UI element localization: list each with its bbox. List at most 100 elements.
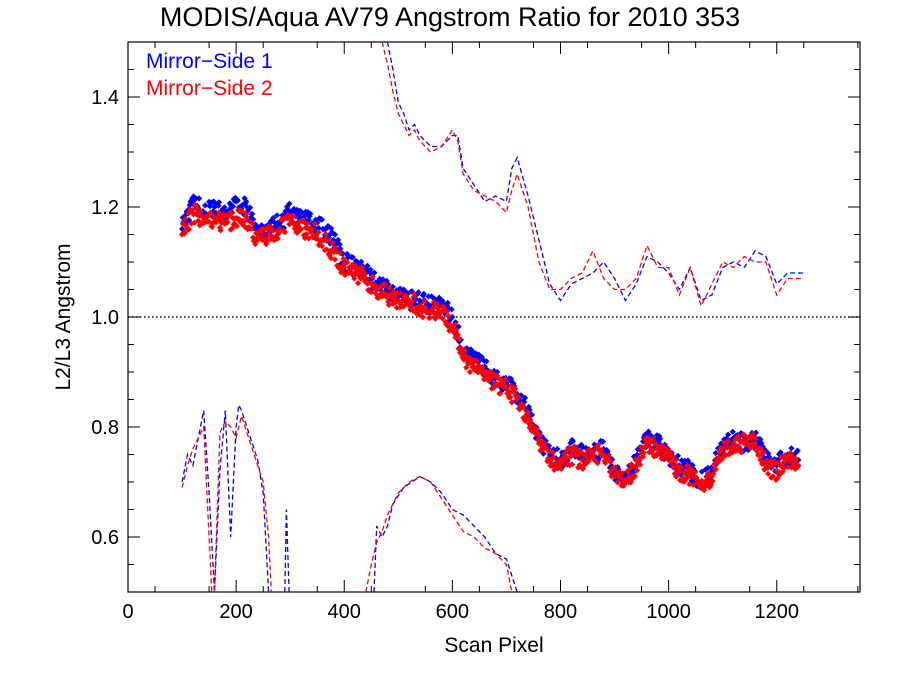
- series-2-cloud-point: [738, 449, 745, 456]
- chart-title: MODIS/Aqua AV79 Angstrom Ratio for 2010 …: [159, 2, 741, 32]
- y-tick-label: 0.6: [91, 527, 119, 549]
- series-2-cloud-point: [198, 212, 205, 219]
- series-2-cloud-point: [497, 390, 504, 397]
- series-1-cloud-point: [554, 445, 561, 453]
- series-2-cloud-point: [731, 436, 739, 443]
- series-2-cloud-point: [386, 284, 393, 292]
- y-tick-label: 1.0: [91, 307, 119, 329]
- series-2-cloud-point: [614, 479, 621, 486]
- series-2-cloud-point: [409, 298, 416, 305]
- series-2-cloud-point: [780, 459, 787, 466]
- series-2-cloud-point: [479, 364, 486, 371]
- y-tick-label: 0.8: [91, 417, 119, 439]
- series-2-cloud-point: [686, 481, 693, 488]
- series-2-cloud-point: [432, 315, 439, 322]
- series-1-cloud-point: [364, 262, 371, 269]
- series-1-lower-dashed-line: [284, 509, 292, 592]
- series-1-cloud-point: [521, 394, 529, 402]
- x-tick-label: 600: [436, 601, 469, 623]
- plot-frame: [127, 41, 861, 593]
- series-2-cloud-point: [502, 376, 509, 383]
- series-2-cloud-point: [690, 481, 697, 488]
- series-2-cloud-point: [473, 357, 480, 365]
- series-2-cloud-point: [421, 298, 428, 305]
- series-2-cloud-point: [691, 469, 699, 476]
- x-tick-label: 800: [544, 601, 577, 623]
- scatter-points: [178, 193, 802, 494]
- series-2-cloud-point: [445, 312, 452, 320]
- series-2-cloud-point: [182, 215, 189, 223]
- series-2-cloud-point: [351, 275, 358, 282]
- series-2-cloud-point: [710, 470, 717, 478]
- series-2-cloud-point: [376, 283, 383, 291]
- series-1-cloud-point: [229, 203, 237, 210]
- series-1-cloud-point: [674, 452, 682, 459]
- series-2-cloud-point: [382, 281, 389, 288]
- series-2-cloud-point: [562, 455, 570, 463]
- series-2-cloud-point: [443, 308, 451, 315]
- x-tick-label: 200: [219, 601, 252, 623]
- series-1-cloud-point: [234, 197, 241, 204]
- series-2-cloud-point: [217, 227, 224, 234]
- series-1-cloud-point: [358, 258, 365, 265]
- y-tick-label: 1.2: [91, 197, 119, 219]
- series-2-cloud-point: [243, 211, 250, 218]
- series-1-cloud-point: [729, 428, 736, 435]
- series-2-cloud-point: [397, 290, 404, 297]
- series-2-cloud-point: [439, 315, 446, 322]
- series-2-cloud-point: [426, 314, 434, 321]
- series-2-cloud-point: [620, 482, 627, 490]
- series-1-lower-dashed-line: [373, 475, 518, 592]
- series-2-cloud-point: [507, 394, 514, 401]
- series-1-cloud-point: [788, 445, 795, 452]
- series-1-cloud-point: [367, 266, 374, 273]
- x-axis-label: Scan Pixel: [444, 634, 543, 657]
- series-1-cloud-point: [349, 254, 356, 261]
- series-1-cloud-point: [221, 204, 228, 211]
- series-2-cloud-point: [419, 314, 427, 321]
- series-2-cloud-point: [249, 220, 256, 227]
- series-1-cloud-point: [202, 202, 209, 209]
- series-2-cloud-point: [724, 438, 732, 445]
- legend-series-1: Mirror−Side 1: [146, 50, 273, 73]
- series-2-cloud-point: [717, 444, 725, 452]
- series-2-lower-dashed-line: [365, 475, 513, 592]
- series-1-lower-dashed-line: [181, 402, 273, 592]
- y-axis-label: L2/L3 Angstrom: [52, 243, 75, 390]
- dashed-lines: [181, 42, 804, 592]
- series-2-cloud-point: [466, 368, 474, 376]
- series-2-cloud-point: [340, 255, 347, 263]
- series-2-cloud-point: [207, 209, 214, 216]
- series-1-cloud-point: [444, 299, 451, 307]
- series-2-cloud-point: [582, 452, 590, 459]
- x-tick-label: 1000: [646, 601, 691, 623]
- series-1-cloud-point: [656, 435, 664, 442]
- series-2-cloud-point: [639, 453, 647, 461]
- series-1-cloud-point: [243, 198, 250, 205]
- x-tick-label: 1200: [754, 601, 799, 623]
- series-2-upper-dashed-line: [381, 42, 804, 308]
- series-2-cloud-point: [437, 309, 444, 317]
- series-2-cloud-point: [567, 453, 574, 460]
- series-2-cloud-point: [789, 453, 796, 460]
- series-2-cloud-point: [304, 220, 311, 227]
- series-2-cloud-point: [392, 299, 399, 306]
- series-2-cloud-point: [252, 240, 259, 248]
- series-2-cloud-point: [794, 463, 801, 471]
- series-2-cloud-point: [712, 466, 719, 473]
- x-tick-label: 400: [328, 601, 361, 623]
- series-2-cloud-point: [369, 273, 376, 280]
- legend-series-2: Mirror−Side 2: [146, 77, 273, 100]
- series-2-cloud-point: [240, 219, 247, 226]
- series-1-cloud-point: [483, 358, 490, 365]
- series-2-cloud-point: [266, 222, 274, 230]
- series-2-cloud-point: [363, 275, 370, 283]
- series-2-cloud-point: [650, 436, 657, 444]
- series-2-cloud-point: [501, 382, 509, 389]
- series-2-cloud-point: [411, 293, 418, 300]
- series-1-cloud-point: [448, 306, 455, 313]
- series-2-cloud-point: [431, 310, 438, 318]
- series-2-cloud-point: [568, 461, 576, 468]
- series-1-cloud-point: [415, 289, 422, 296]
